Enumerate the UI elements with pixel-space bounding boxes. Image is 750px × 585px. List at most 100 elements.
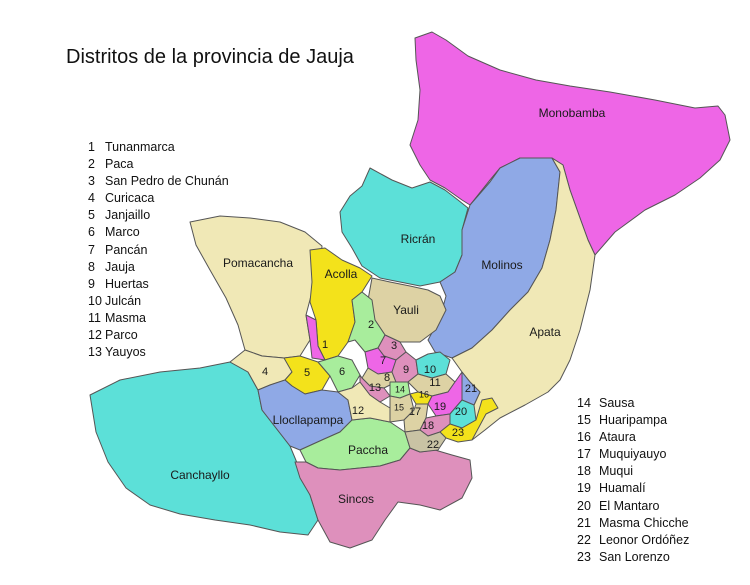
legend-district-name: Jauja: [105, 259, 135, 274]
label-apata: Apata: [529, 325, 561, 339]
legend-district-name: Yauyos: [105, 345, 146, 360]
legend-district-name: San Lorenzo: [599, 549, 670, 564]
legend-district-name: Huamalí: [599, 481, 646, 496]
legend-number: 9: [88, 276, 95, 291]
legend-right-item: 22 Leonor Ordóñez: [577, 532, 689, 549]
label-number-6: 6: [339, 366, 345, 378]
legend-number: 17: [577, 447, 591, 462]
legend-left-item: 4 Curicaca: [88, 190, 229, 207]
legend-number: 20: [577, 498, 591, 513]
district-pomacancha[interactable]: [189, 215, 323, 359]
label-number-9: 9: [403, 364, 409, 376]
legend-number: 4: [88, 191, 95, 206]
legend-number: 22: [577, 532, 591, 547]
label-number-13: 13: [369, 382, 381, 394]
legend-left-item: 12 Parco: [88, 327, 229, 344]
label-number-20: 20: [455, 406, 467, 418]
legend-district-name: Paca: [105, 157, 134, 172]
legend-number: 1: [88, 140, 95, 154]
label-number-22: 22: [427, 439, 439, 451]
map-title: Distritos de la provincia de Jauja: [66, 46, 354, 68]
legend-district-name: Masma Chicche: [599, 515, 689, 530]
label-number-1: 1: [322, 339, 328, 351]
legend-number: 2: [88, 157, 95, 172]
legend-right-item: 18 Muqui: [577, 463, 689, 480]
legend-left-item: 5 Janjaillo: [88, 207, 229, 224]
legend-number: 13: [88, 345, 102, 360]
label-number-8: 8: [384, 372, 390, 384]
label-number-10: 10: [424, 364, 436, 376]
legend-district-name: Muqui: [599, 464, 634, 479]
legend-number: 15: [577, 413, 591, 428]
label-ricran: Ricrán: [401, 232, 436, 246]
label-number-3: 3: [391, 340, 397, 352]
label-paccha: Paccha: [348, 443, 388, 457]
label-number-19: 19: [434, 401, 446, 413]
legend-district-name: Janjaillo: [105, 208, 151, 223]
legend-right-item: 20 El Mantaro: [577, 498, 689, 515]
legend-left-item: 3 San Pedro de Chunán: [88, 173, 229, 190]
legend-district-name: El Mantaro: [599, 498, 660, 513]
legend-number: 6: [88, 225, 95, 240]
district-leonor-ordonez[interactable]: [404, 429, 447, 453]
label-number-23: 23: [452, 427, 464, 439]
legend-number: 18: [577, 464, 591, 479]
label-number-21: 21: [465, 383, 477, 395]
label-sincos: Sincos: [338, 492, 374, 506]
legend-left-item: 13 Yauyos: [88, 344, 229, 361]
label-number-5: 5: [304, 367, 310, 379]
legend-right-item: 23 San Lorenzo: [577, 549, 689, 566]
label-number-11: 11: [429, 377, 440, 389]
legend-district-name: Curicaca: [105, 191, 155, 206]
legend-right-item: 16 Ataura: [577, 429, 689, 446]
district-masma-chicche[interactable]: [461, 371, 481, 406]
label-number-18: 18: [422, 420, 434, 432]
label-canchayllo: Canchayllo: [170, 468, 230, 482]
legend-left-item: 7 Pancán: [88, 242, 229, 259]
legend-right-item: 15 Huaripampa: [577, 412, 689, 429]
legend-district-name: Leonor Ordóñez: [599, 532, 690, 547]
legend-number: 23: [577, 549, 591, 564]
legend-right-item: 21 Masma Chicche: [577, 515, 689, 532]
legend-left-item: 1 Tunanmarca: [88, 139, 229, 156]
legend-left-item: 10 Julcán: [88, 293, 229, 310]
legend-left-item: 6 Marco: [88, 224, 229, 241]
label-number-16: 16: [419, 389, 429, 399]
legend-number: 3: [88, 174, 95, 189]
legend-left-item: 9 Huertas: [88, 276, 229, 293]
legend-left-item: 2 Paca: [88, 156, 229, 173]
legend-right-item: 14 Sausa: [577, 395, 689, 412]
legend-district-name: Tunanmarca: [105, 140, 175, 154]
legend-right-item: 17 Muquiyauyo: [577, 446, 689, 463]
label-number-14: 14: [395, 384, 405, 394]
legend-district-name: Masma: [105, 310, 146, 325]
legend-number: 16: [577, 430, 591, 445]
legend-right-item: 19 Huamalí: [577, 480, 689, 497]
legend-left-item: 8 Jauja: [88, 259, 229, 276]
legend-number: 21: [577, 515, 591, 530]
label-llocllapampa: Llocllapampa: [273, 413, 344, 427]
label-molinos: Molinos: [481, 258, 522, 272]
legend-number: 5: [88, 208, 95, 223]
label-number-17: 17: [409, 406, 421, 418]
legend-number: 7: [88, 242, 95, 257]
label-monobamba: Monobamba: [539, 106, 606, 120]
legend-district-name: Marco: [105, 225, 140, 240]
legend-number: 8: [88, 259, 95, 274]
legend-district-name: Ataura: [599, 430, 636, 445]
legend-number: 10: [88, 293, 102, 308]
label-pomacancha: Pomacancha: [223, 256, 293, 270]
district-tunanmarca[interactable]: [305, 314, 326, 361]
legend-district-name: Muquiyauyo: [599, 447, 667, 462]
district-sincos[interactable]: [294, 447, 473, 549]
legend-district-name: Julcán: [105, 293, 142, 308]
label-number-15: 15: [394, 402, 404, 412]
legend-district-name: San Pedro de Chunán: [105, 174, 229, 189]
legend-left-item: 11 Masma: [88, 310, 229, 327]
legend-district-name: Parco: [105, 328, 138, 343]
label-yauli: Yauli: [393, 303, 419, 317]
label-number-2: 2: [368, 319, 374, 331]
legend-district-name: Huaripampa: [599, 413, 668, 428]
legend-district-name: Sausa: [599, 396, 635, 410]
